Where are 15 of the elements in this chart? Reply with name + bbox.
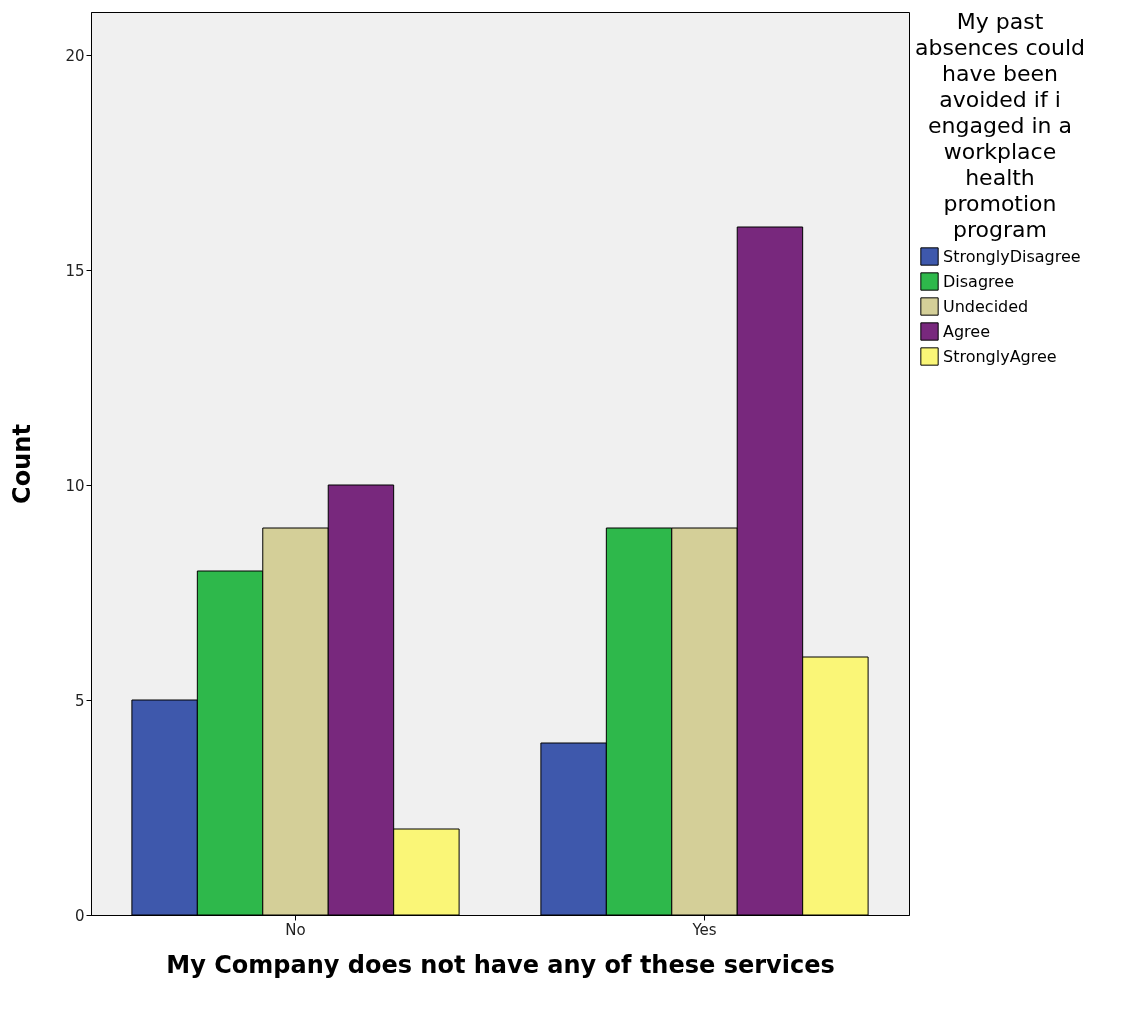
y-tick-label: 10 [65, 476, 85, 495]
x-axis-title: My Company does not have any of these services [166, 950, 835, 979]
y-tick-label: 0 [74, 906, 85, 925]
legend-label: Agree [943, 321, 991, 341]
legend-label: StronglyDisagree [943, 246, 1081, 266]
y-tick-label: 15 [65, 261, 85, 280]
text: My past absences could have been avoided if i engaged in a workplace health promotion program [914, 9, 1086, 242]
y-tick-label: 5 [74, 691, 85, 710]
legend-label: Disagree [943, 271, 1014, 291]
legend-label: StronglyAgree [943, 346, 1057, 366]
y-axis-title: Count [8, 424, 37, 504]
y-tick-label: 20 [65, 46, 85, 65]
x-tick-label: Yes [691, 920, 717, 939]
legend-label: Undecided [943, 296, 1029, 316]
x-tick-label: No [285, 920, 306, 939]
